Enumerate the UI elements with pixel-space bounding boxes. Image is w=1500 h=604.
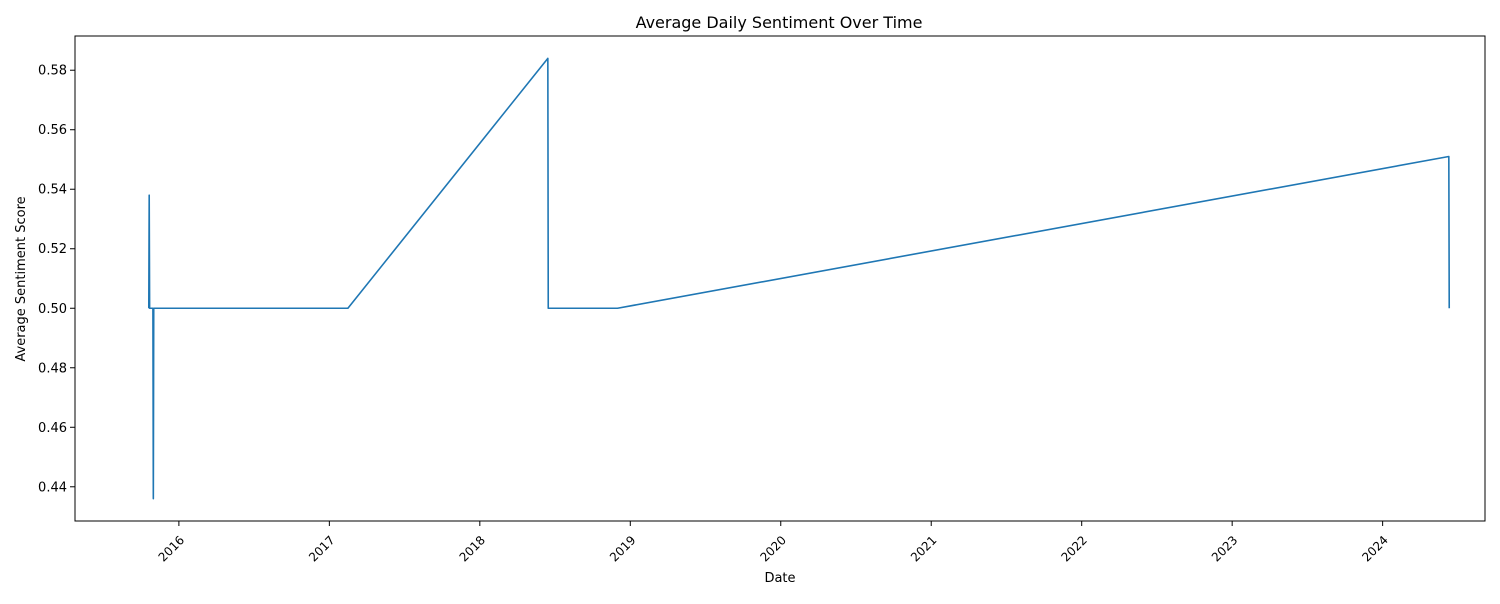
y-tick-label: 0.56: [38, 123, 67, 138]
y-tick-label: 0.46: [38, 421, 67, 436]
x-tick-label: 2019: [607, 533, 638, 564]
y-tick-label: 0.58: [38, 64, 67, 79]
y-tick-label: 0.54: [38, 183, 67, 198]
x-tick-label: 2017: [306, 533, 337, 564]
x-axis-label: Date: [764, 571, 795, 586]
y-tick-label: 0.50: [38, 302, 67, 317]
plot-area: [147, 57, 1451, 500]
y-tick-label: 0.48: [38, 361, 67, 376]
plot-frame: [74, 35, 1486, 522]
axis-ticks: 2016 2017 2018 2019 2020 2021 2022 2023 2024 0.44…: [38, 64, 1391, 565]
y-axis-label: Average Sentiment Score: [14, 196, 29, 361]
x-tick-label: 2021: [908, 533, 939, 564]
x-tick-label: 2018: [457, 533, 488, 564]
x-tick-label: 2024: [1359, 533, 1390, 564]
y-tick-label: 0.52: [38, 242, 67, 257]
x-tick-label: 2022: [1058, 533, 1089, 564]
x-tick-label: 2023: [1209, 533, 1240, 564]
series-line-0: [147, 57, 1451, 500]
y-tick-label: 0.44: [38, 480, 67, 495]
chart-title: Average Daily Sentiment Over Time: [636, 13, 923, 32]
x-tick-label: 2020: [758, 533, 789, 564]
x-tick-label: 2016: [156, 533, 187, 564]
